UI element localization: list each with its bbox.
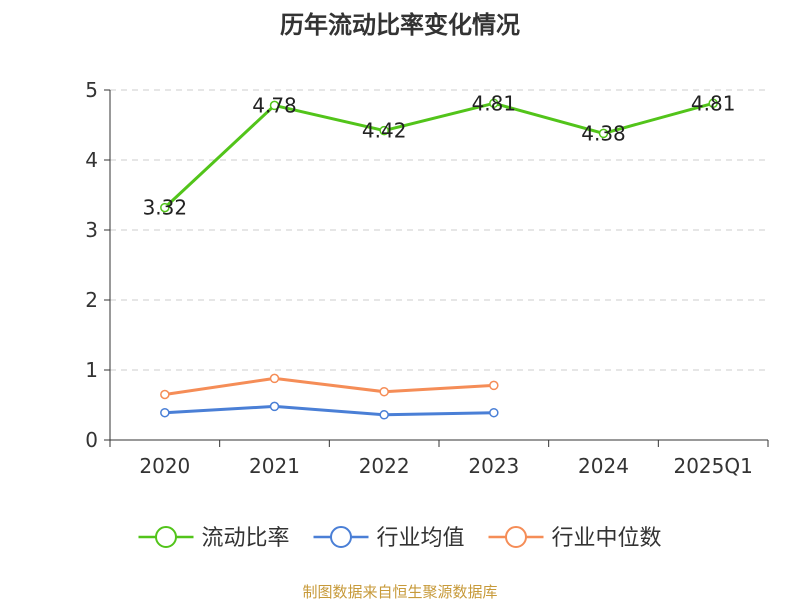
legend-item[interactable]: 流动比率: [138, 526, 290, 551]
series-line: [163, 101, 714, 209]
data-label: 4.38: [581, 121, 626, 145]
x-tick-label: 2024: [578, 454, 629, 478]
y-tick-label: 0: [85, 428, 98, 452]
grid-lines: [110, 89, 768, 371]
y-tick-label: 3: [85, 218, 98, 242]
legend: 流动比率 行业均值 行业中位数: [138, 526, 662, 551]
data-point: [269, 401, 280, 412]
y-tick-label: 4: [85, 148, 98, 172]
series-line: [164, 376, 494, 396]
y-tick-label: 2: [85, 288, 98, 312]
data-point: [269, 373, 280, 384]
legend-item[interactable]: 行业中位数: [488, 526, 662, 551]
data-point: [160, 389, 170, 400]
y-tick-label: 5: [85, 78, 98, 102]
data-point: [160, 202, 170, 213]
legend-item[interactable]: 行业均值: [313, 526, 465, 551]
legend-label: 流动比率: [202, 526, 290, 551]
data-point: [160, 407, 170, 418]
x-tick-label: 2025Q1: [673, 454, 752, 478]
data-label: 4.78: [252, 93, 297, 117]
legend-label: 行业中位数: [552, 526, 662, 551]
data-point: [708, 98, 718, 109]
data-labels: 3.32 4.78 4.42 4.81 4.38 4.81: [143, 91, 736, 219]
data-point: [489, 380, 499, 391]
data-point: [489, 98, 499, 109]
chart-title: 历年流动比率变化情况: [280, 11, 520, 39]
x-tick-label: 2022: [359, 454, 410, 478]
data-point: [598, 128, 609, 139]
data-label: 3.32: [143, 196, 188, 220]
x-tick-label: 2023: [468, 454, 519, 478]
data-point: [269, 100, 280, 111]
data-label: 4.42: [362, 119, 407, 143]
series-layer: [160, 98, 718, 420]
legend-marker: [505, 526, 527, 548]
x-tick-label: 2021: [249, 454, 300, 478]
x-tick-label: 2020: [139, 454, 190, 478]
legend-label: 行业均值: [377, 526, 465, 551]
y-tick-label: 1: [85, 358, 98, 382]
legend-marker: [330, 526, 352, 548]
data-point: [489, 407, 499, 418]
axes: 0 1 2 3 4 5 2020 2021 2022 2023 2024 2025Q1: [85, 78, 769, 478]
source-note: 制图数据来自恒生聚源数据库: [302, 583, 497, 600]
data-point: [379, 386, 389, 397]
data-label: 4.81: [691, 91, 736, 115]
data-point: [379, 125, 389, 136]
legend-marker: [155, 526, 177, 548]
data-point: [379, 410, 389, 420]
data-label: 4.81: [472, 91, 517, 115]
series-line: [164, 404, 494, 417]
